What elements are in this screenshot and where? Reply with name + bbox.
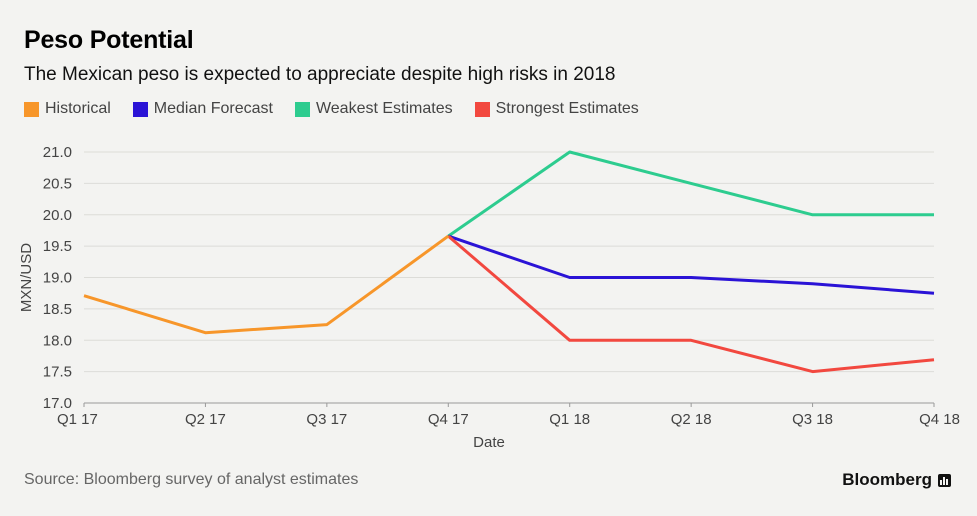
legend-label-weakest-estimates: Weakest Estimates xyxy=(315,100,453,117)
y-tick-label: 20.0 xyxy=(43,207,72,224)
x-tick-label: Q2 18 xyxy=(671,411,712,428)
series-line-weakest-estimates xyxy=(447,150,934,238)
series-line-historical xyxy=(83,234,450,335)
legend-item-median-forecast: Median Forecast xyxy=(132,100,273,118)
legend-swatch-median-forecast xyxy=(132,101,148,117)
legend-label-median-forecast: Median Forecast xyxy=(153,100,273,117)
chart-subtitle: The Mexican peso is expected to apprecia… xyxy=(24,64,616,85)
y-tick-label: 21.0 xyxy=(43,144,72,161)
source-note: Source: Bloomberg survey of analyst esti… xyxy=(24,471,359,488)
x-tick-label: Q3 18 xyxy=(792,411,833,428)
legend-label-historical: Historical xyxy=(45,100,111,117)
bloomberg-logo: Bloomberg xyxy=(842,470,951,490)
legend-swatch-historical xyxy=(24,101,39,117)
series-lines xyxy=(83,150,935,374)
brand-name: Bloomberg xyxy=(842,470,932,489)
y-tick-label: 20.5 xyxy=(43,175,72,192)
x-axis-label: Date xyxy=(473,434,505,451)
x-tick-label: Q2 17 xyxy=(185,411,226,428)
legend-item-strongest-estimates: Strongest Estimates xyxy=(474,100,639,118)
y-tick-label: 17.0 xyxy=(43,395,72,412)
y-tick-label: 18.0 xyxy=(43,332,72,349)
legend-item-historical: Historical xyxy=(24,100,111,118)
series-line-strongest-estimates xyxy=(447,234,935,374)
x-tick-label: Q1 17 xyxy=(57,411,98,428)
gridlines xyxy=(84,151,934,404)
x-tick-label: Q3 17 xyxy=(306,411,347,428)
x-tick-labels: Q1 17 Q2 17 Q3 17 Q4 17 Q1 18 Q2 18 Q3 18 Q4 18 xyxy=(57,403,960,428)
y-tick-label: 19.0 xyxy=(43,270,72,287)
legend-swatch-weakest-estimates xyxy=(294,101,310,117)
y-tick-label: 19.5 xyxy=(43,238,72,255)
bloomberg-chart-icon xyxy=(938,473,951,487)
y-axis-label: MXN/USD xyxy=(18,243,35,312)
legend-item-weakest-estimates: Weakest Estimates xyxy=(294,100,453,118)
x-tick-label: Q1 18 xyxy=(549,411,590,428)
x-tick-label: Q4 17 xyxy=(428,411,469,428)
y-tick-label: 17.5 xyxy=(43,364,72,381)
x-tick-label: Q4 18 xyxy=(919,411,960,428)
legend-label-strongest-estimates: Strongest Estimates xyxy=(495,100,639,117)
y-tick-labels: 21.0 20.5 20.0 19.5 19.0 18.5 18.0 17.5 17.0 xyxy=(43,144,72,412)
y-tick-label: 18.5 xyxy=(43,301,72,318)
chart-title: Peso Potential xyxy=(24,26,194,54)
legend: Historical Median Forecast Weakest Estim… xyxy=(24,100,639,118)
series-line-median-forecast xyxy=(447,234,935,295)
legend-swatch-strongest-estimates xyxy=(474,101,490,117)
